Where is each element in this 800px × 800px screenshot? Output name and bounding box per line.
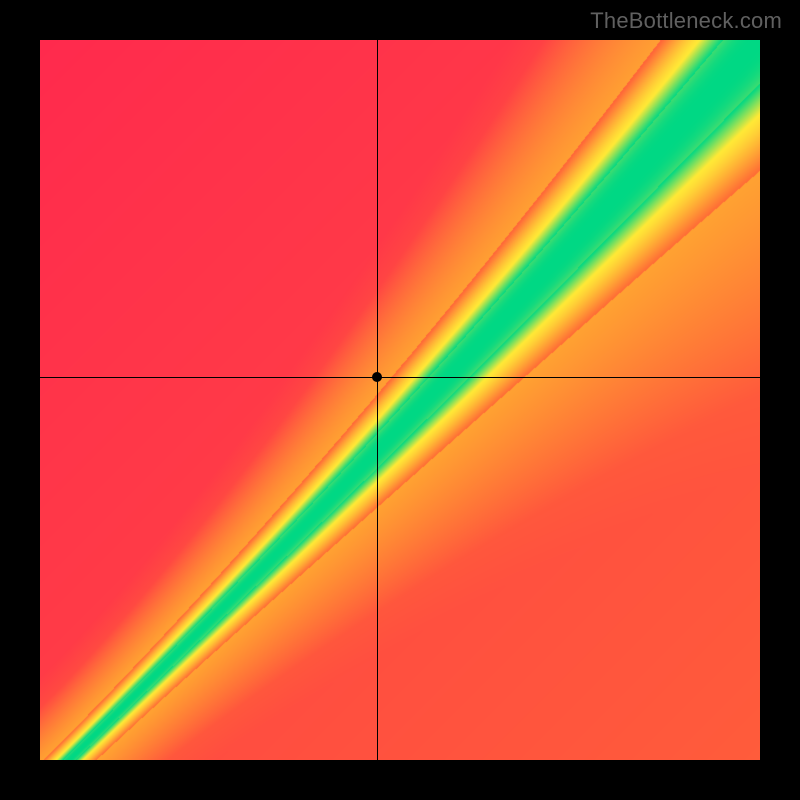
crosshair-horizontal	[40, 377, 760, 378]
crosshair-marker-dot	[372, 372, 382, 382]
crosshair-vertical	[377, 40, 378, 760]
watermark-text: TheBottleneck.com	[590, 8, 782, 34]
plot-area	[40, 40, 760, 760]
heatmap-canvas	[40, 40, 760, 760]
chart-container: TheBottleneck.com	[0, 0, 800, 800]
